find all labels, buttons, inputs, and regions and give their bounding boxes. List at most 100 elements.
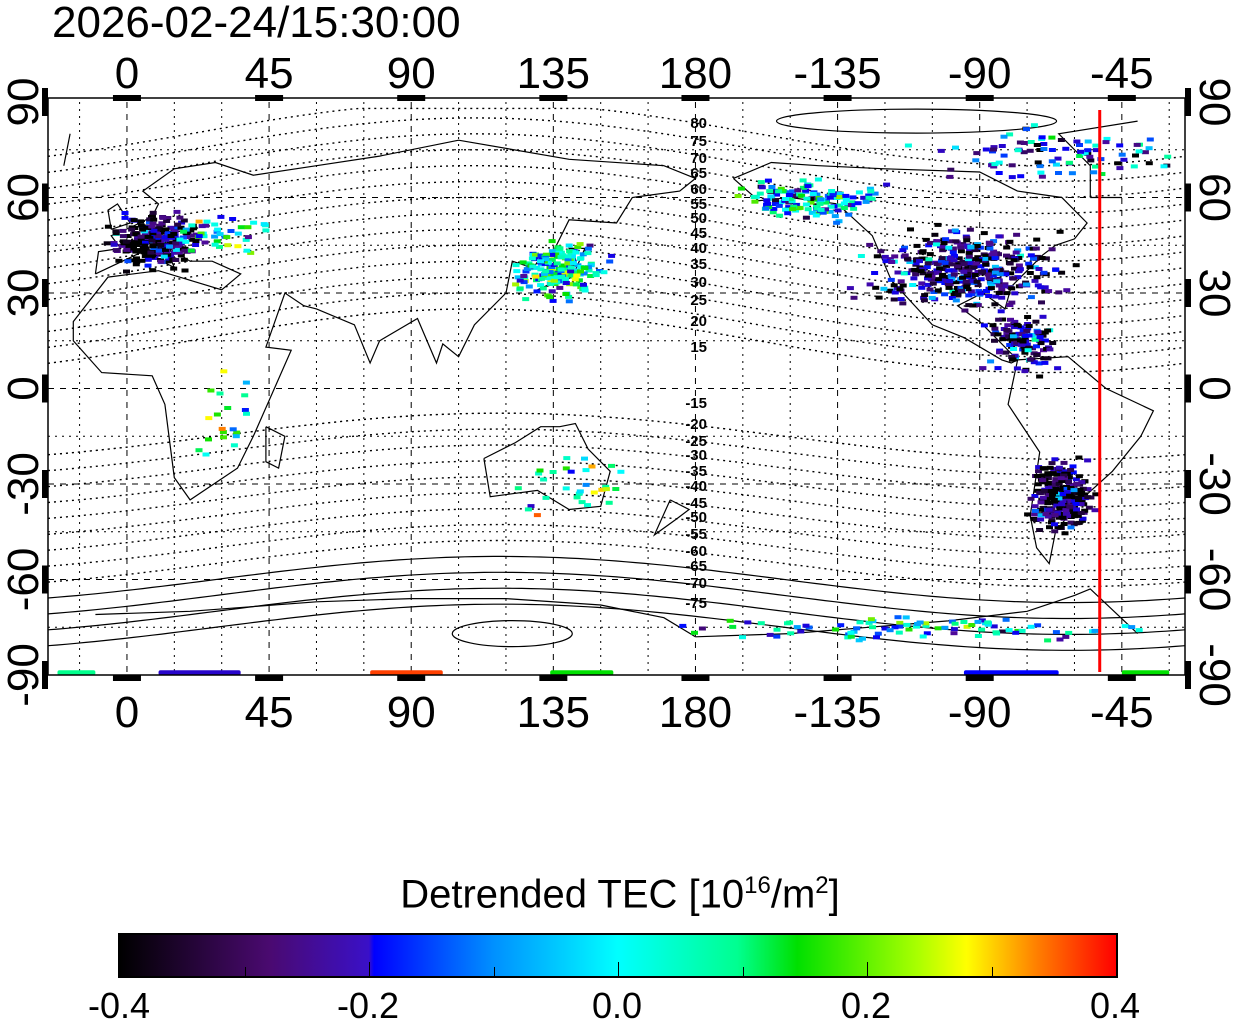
tec-data-point — [1062, 634, 1070, 639]
tec-data-point — [952, 239, 960, 244]
tec-data-point — [1001, 350, 1009, 355]
tec-data-point — [995, 171, 1003, 175]
tec-data-point — [1062, 512, 1070, 517]
tec-data-point — [1068, 171, 1076, 176]
tec-data-point — [1017, 342, 1025, 347]
maglat-contour — [47, 555, 1186, 604]
tec-data-point — [523, 267, 531, 272]
tec-data-point — [128, 225, 136, 230]
tec-data-point — [528, 256, 536, 261]
tec-data-point — [1006, 132, 1014, 137]
tec-data-point — [524, 507, 532, 512]
tec-data-point — [1116, 166, 1124, 171]
top-tick — [965, 95, 994, 101]
tec-data-point — [581, 266, 589, 271]
tec-data-point — [967, 289, 975, 294]
tec-data-point — [918, 281, 926, 286]
tec-data-point — [573, 495, 581, 500]
tec-data-point — [999, 317, 1007, 322]
tec-data-point — [994, 366, 1002, 371]
tec-data-point — [922, 623, 930, 628]
colorbar-title: Detrended TEC [1016/m2] — [400, 872, 840, 917]
tec-data-point — [130, 218, 138, 223]
tec-data-point — [916, 259, 923, 264]
tec-data-point — [982, 262, 990, 267]
tec-data-point — [1058, 502, 1066, 507]
tec-data-point — [150, 228, 158, 233]
tec-data-point — [1048, 461, 1056, 466]
tec-data-point — [617, 469, 625, 474]
tec-data-point — [1036, 490, 1044, 495]
tec-data-point — [1058, 270, 1066, 275]
tec-data-point — [776, 213, 784, 218]
tec-data-point — [962, 279, 970, 284]
tec-data-point — [1022, 333, 1030, 338]
bottom-longitude-label: -135 — [794, 688, 882, 737]
tec-data-point — [580, 282, 587, 287]
tec-data-point — [1027, 295, 1035, 300]
tec-data-point — [142, 240, 149, 245]
tec-data-point — [679, 623, 687, 628]
tec-data-point — [1084, 487, 1092, 492]
map-frame — [47, 97, 1186, 676]
tec-data-point — [513, 269, 521, 274]
maglat-contour — [47, 149, 1186, 215]
tec-data-point — [963, 243, 971, 248]
tec-data-point — [241, 393, 249, 398]
tec-data-point — [973, 151, 981, 156]
tec-data-point — [847, 634, 855, 639]
tec-data-point — [788, 199, 796, 204]
tec-data-point — [562, 273, 570, 278]
top-tick — [255, 95, 284, 101]
tec-data-point — [798, 193, 806, 198]
tec-data-point — [867, 189, 875, 194]
tec-data-point — [925, 243, 933, 248]
tec-data-point — [797, 629, 805, 634]
tec-data-point — [987, 359, 995, 364]
tec-data-point — [542, 257, 550, 262]
tec-data-point — [1160, 164, 1168, 169]
tec-data-point — [926, 252, 934, 257]
tec-data-point — [1145, 146, 1153, 151]
tec-data-point — [566, 249, 574, 254]
tec-data-point — [537, 276, 545, 281]
tec-data-point — [995, 283, 1003, 288]
tec-data-point — [612, 487, 620, 491]
tec-data-point — [516, 278, 524, 283]
tec-data-point — [1025, 324, 1033, 329]
tec-data-point — [1039, 314, 1047, 319]
tec-data-point — [959, 267, 967, 272]
tec-data-point — [171, 229, 179, 234]
tec-data-point — [965, 251, 973, 256]
tec-data-point — [960, 620, 968, 624]
tec-data-point — [1128, 625, 1136, 630]
tec-data-point — [792, 193, 800, 198]
coastline — [483, 422, 611, 511]
tec-data-point — [1004, 323, 1012, 328]
colorbar-label: 0.0 — [591, 985, 643, 1026]
tec-data-point — [1008, 300, 1016, 305]
maglat-label: 40 — [690, 240, 707, 257]
tec-data-point — [170, 250, 178, 255]
tec-data-point — [974, 283, 982, 288]
tec-data-point — [990, 164, 998, 169]
tec-data-point — [945, 245, 953, 250]
tec-data-point — [1003, 253, 1010, 258]
tec-data-point — [1061, 496, 1069, 501]
tec-data-point — [1072, 511, 1080, 516]
tec-data-point — [1081, 151, 1089, 156]
tec-data-point — [817, 197, 825, 202]
maglat-contour — [47, 428, 1186, 477]
tec-data-point — [1114, 161, 1122, 166]
tec-data-point — [1034, 330, 1042, 335]
tec-data-point — [556, 285, 564, 290]
tec-data-point — [990, 145, 998, 150]
tec-data-point — [977, 291, 985, 296]
tec-data-point — [1075, 455, 1083, 460]
tec-data-point — [757, 180, 765, 185]
tec-data-point — [1048, 518, 1056, 523]
tec-data-point — [1077, 511, 1085, 515]
tec-data-point — [886, 257, 894, 262]
tec-data-point — [1056, 637, 1064, 642]
tec-data-point — [850, 295, 858, 300]
